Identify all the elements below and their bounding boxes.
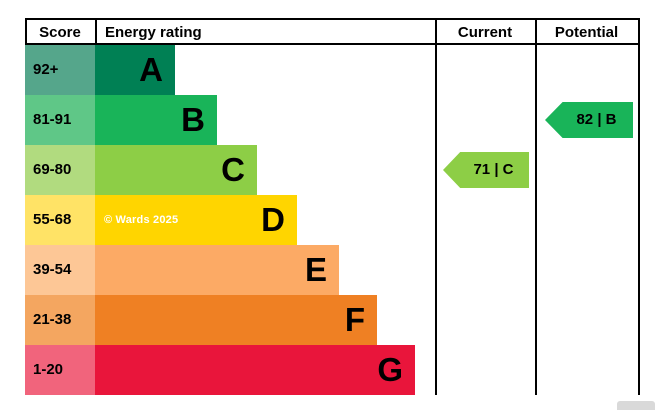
rating-letter-f: F [344,301,365,338]
current-rating-arrow: 71 | C [443,152,529,188]
rating-letter-d: D [261,201,285,238]
rating-letter-e: E [304,251,327,288]
rating-bar-c: C [95,145,257,195]
rating-bands: 92+ A 81-91 B 69-80 C 55-68 © Wards 2025… [25,45,640,395]
header-score: Score [39,24,81,41]
band-row-f: 21-38 F [25,295,640,345]
rating-bar-a: A [95,45,175,95]
rating-letter-a: A [139,51,163,88]
band-row-b: 81-91 B [25,95,640,145]
score-range-a: 92+ [25,45,95,95]
rating-bar-g: G [95,345,415,395]
rating-bar-e: E [95,245,339,295]
header-current: Current [457,24,513,41]
table-top-border [25,18,640,20]
header-energy-rating: Energy rating [105,24,202,41]
rating-letter-g: G [377,351,403,388]
rating-letter-b: B [181,101,205,138]
current-column-divider [435,18,437,395]
energy-rating-table: Score Energy rating Current Potential 92… [25,18,640,395]
rating-bar-f: F [95,295,377,345]
current-rating-value: 71 | C [473,161,514,178]
header-bottom-border [25,43,640,45]
watermark: © Wards 2025 [104,214,179,226]
band-row-g: 1-20 G [25,345,640,395]
cropped-corner-element [617,401,655,410]
header-potential: Potential [554,24,619,41]
band-row-a: 92+ A [25,45,640,95]
rating-bar-d: © Wards 2025 D [95,195,297,245]
header-left-border [25,18,27,45]
score-range-f: 21-38 [25,295,95,345]
rating-letter-c: C [221,151,245,188]
score-range-d: 55-68 [25,195,95,245]
potential-column-divider [535,18,537,395]
potential-rating-value: 82 | B [576,111,617,128]
band-row-d: 55-68 © Wards 2025 D [25,195,640,245]
score-range-b: 81-91 [25,95,95,145]
band-row-c: 69-80 C [25,145,640,195]
potential-rating-arrow: 82 | B [545,102,633,138]
table-right-border [638,18,640,395]
score-range-e: 39-54 [25,245,95,295]
band-row-e: 39-54 E [25,245,640,295]
score-range-g: 1-20 [25,345,95,395]
rating-bar-b: B [95,95,217,145]
score-column-divider [95,18,97,45]
score-range-c: 69-80 [25,145,95,195]
